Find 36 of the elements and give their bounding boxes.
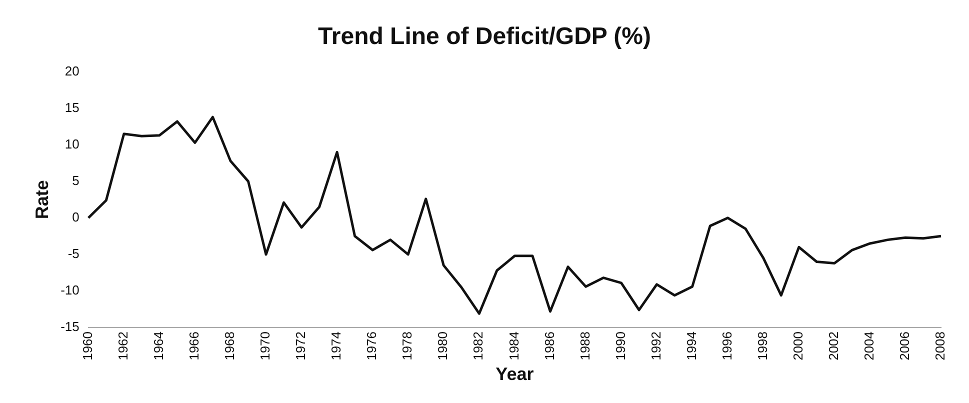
- x-tick-label: 1980: [435, 331, 450, 360]
- x-tick-label: 1964: [151, 331, 166, 360]
- y-tick-label: 15: [64, 100, 80, 115]
- x-tick-label: 1974: [328, 331, 344, 360]
- x-tick-label: 1960: [80, 331, 95, 360]
- x-tick-label: 1970: [258, 331, 273, 360]
- x-tick-label: 1984: [506, 331, 522, 360]
- x-tick-label: 2002: [826, 331, 841, 360]
- y-tick-label: 5: [72, 172, 80, 188]
- x-tick-label: 1994: [684, 331, 699, 360]
- x-tick-label: 1972: [293, 331, 308, 360]
- x-tick-label: 1988: [577, 331, 592, 360]
- y-tick-label: 0: [72, 209, 80, 224]
- x-tick-label: 1982: [470, 331, 486, 360]
- y-tick-label: -5: [68, 246, 80, 262]
- x-tick-label: 1990: [612, 331, 628, 360]
- x-tick-label: 1996: [719, 331, 734, 360]
- chart-title: Trend Line of Deficit/GDP (%): [318, 23, 651, 50]
- x-tick-label: 1968: [222, 331, 238, 360]
- y-axis-title: Rate: [32, 180, 52, 220]
- x-tick-label: 1976: [364, 331, 380, 360]
- x-tick-label: 1966: [186, 331, 202, 360]
- x-tick-label: 1978: [400, 331, 415, 360]
- y-tick-label: -10: [60, 282, 80, 298]
- x-axis-title: Year: [496, 364, 534, 384]
- x-tick-label: 1986: [542, 331, 557, 360]
- x-tick-label: 1962: [115, 331, 130, 360]
- x-tick-label: 1998: [754, 331, 770, 360]
- y-tick-label: 10: [64, 136, 80, 152]
- x-tick-label: 2004: [862, 331, 877, 360]
- x-tick-label: 2006: [897, 331, 912, 360]
- x-tick-label: 1992: [648, 331, 664, 360]
- x-tick-label: 2000: [790, 331, 806, 360]
- x-tick-label: 2008: [932, 331, 948, 360]
- y-tick-label: -15: [60, 319, 80, 334]
- y-tick-label: 20: [64, 63, 80, 78]
